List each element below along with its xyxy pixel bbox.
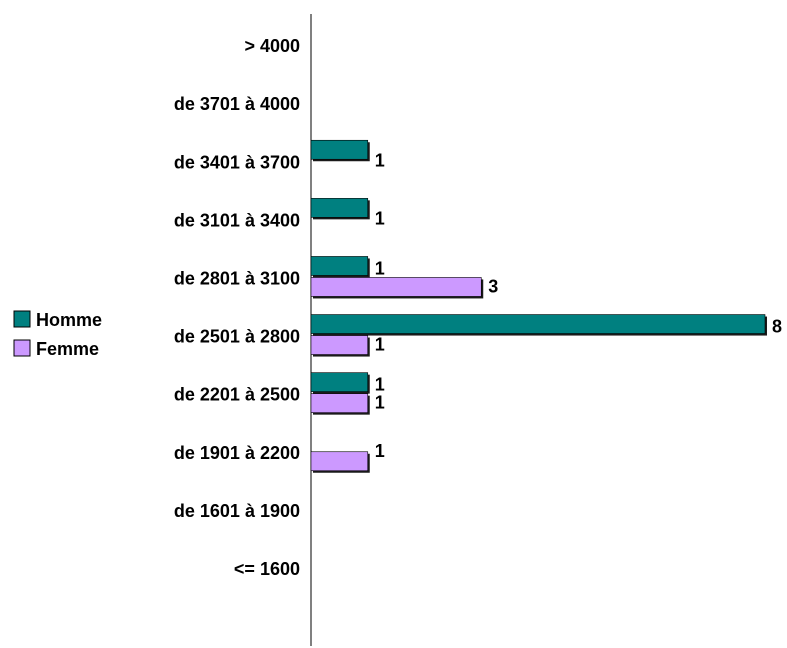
- data-label-femme: 1: [375, 441, 385, 461]
- bar-homme: [310, 256, 370, 278]
- category-label: de 2801 à 3100: [174, 268, 300, 288]
- data-label-homme: 1: [375, 258, 385, 278]
- legend-label-homme: Homme: [36, 310, 102, 330]
- legend-label-femme: Femme: [36, 339, 99, 359]
- data-label-femme: 1: [375, 393, 385, 413]
- category-label: de 3101 à 3400: [174, 210, 300, 230]
- data-label-homme: 8: [772, 317, 782, 337]
- legend-swatch-femme: [13, 339, 31, 357]
- category-label: > 4000: [244, 36, 300, 56]
- legend: Homme Femme: [13, 310, 102, 359]
- category-label: de 3701 à 4000: [174, 94, 300, 114]
- bar-femme: [310, 451, 370, 473]
- category-label: de 1901 à 2200: [174, 443, 300, 463]
- data-label-homme: 1: [375, 150, 385, 170]
- bar-homme: [310, 139, 370, 162]
- category-label: <= 1600: [234, 559, 300, 579]
- bar-homme: [310, 372, 370, 394]
- data-label-femme: 1: [375, 335, 385, 355]
- bar-homme: [310, 198, 370, 220]
- data-label-homme: 1: [375, 208, 385, 228]
- category-label: de 2501 à 2800: [174, 327, 300, 347]
- category-label: de 3401 à 3700: [174, 152, 300, 172]
- data-label-femme: 3: [488, 276, 498, 296]
- bar-femme: [310, 277, 484, 299]
- bar-femme: [310, 393, 370, 415]
- data-label-homme: 1: [375, 375, 385, 395]
- bar-femme: [310, 335, 370, 357]
- category-label: de 2201 à 2500: [174, 385, 300, 405]
- legend-swatch-homme: [13, 310, 31, 328]
- category-label: de 1601 à 1900: [174, 501, 300, 521]
- bar-homme: [310, 314, 767, 336]
